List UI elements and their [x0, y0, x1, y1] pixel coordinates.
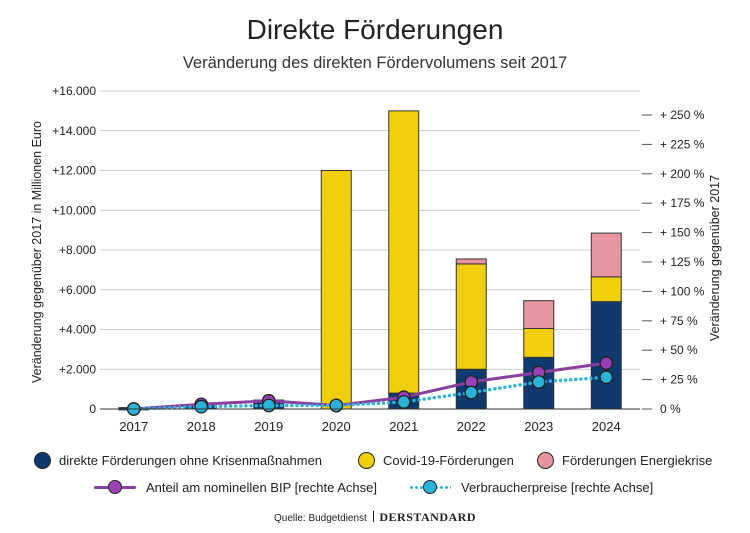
left-tick-label: +10.000: [52, 203, 96, 217]
right-axis-title: Veränderung gegenüber 2017: [708, 175, 722, 341]
right-tick-label: + 175 %: [660, 196, 705, 210]
legend-symbol-vpi: [407, 479, 453, 495]
x-tick-label: 2021: [389, 419, 418, 434]
left-tick-label: +8.000: [59, 243, 96, 257]
right-tick-label: + 25 %: [660, 373, 698, 387]
right-tick-label: + 50 %: [660, 343, 698, 357]
lines: [126, 356, 614, 416]
legend-label-energie: Förderungen Energiekrise: [562, 453, 713, 468]
vpi-point: [464, 385, 479, 400]
vpi-point: [531, 375, 546, 389]
legend-item-basis: direkte Förderungen ohne Krisenmaßnahmen: [34, 452, 322, 469]
right-axis: 0 % + 25 % + 50 % + 75 % + 100 % + 125 % + 150…: [642, 108, 705, 416]
x-tick-label: 2024: [592, 419, 621, 434]
source-note: Quelle: Budgetdienst DERSTANDARD: [0, 510, 750, 525]
bar-covid: [590, 276, 622, 303]
left-tick-label: +16.000: [52, 84, 96, 98]
x-axis: 2017 2018 2019 2020 2021 2022 2023 2024: [100, 408, 640, 434]
x-tick-label: 2022: [457, 419, 486, 434]
source-label: Quelle: Budgetdienst: [273, 513, 367, 524]
right-tick-label: + 125 %: [660, 255, 705, 269]
legend-label-vpi: Verbraucherpreise [rechte Achse]: [461, 479, 654, 495]
right-tick-label: + 250 %: [660, 108, 705, 122]
vpi-point: [261, 398, 276, 413]
x-tick-label: 2017: [119, 419, 148, 434]
legend-label-bip: Anteil am nominellen BIP [rechte Achse]: [146, 479, 377, 495]
bip-line: [133, 361, 607, 411]
legend-swatch-covid: [358, 452, 375, 469]
left-tick-label: +4.000: [59, 323, 96, 337]
right-tick-label: + 150 %: [660, 226, 705, 240]
bar-covid: [388, 110, 420, 394]
left-axis-title: Veränderung gegenüber 2017 in Millionen …: [30, 121, 44, 383]
bar-covid: [320, 170, 352, 410]
vpi-point: [329, 398, 344, 413]
chart-title: Direkte Förderungen: [246, 14, 504, 45]
left-tick-label: +14.000: [52, 124, 96, 138]
legend-item-covid: Covid-19-Förderungen: [358, 452, 514, 469]
bar-covid: [455, 263, 487, 370]
x-tick-label: 2018: [187, 419, 216, 434]
brand-logo: DERSTANDARD: [379, 510, 477, 524]
legend-swatch-energie: [537, 452, 554, 469]
bar-energie: [523, 300, 555, 330]
legend-label-basis: direkte Förderungen ohne Krisenmaßnahmen: [59, 453, 323, 468]
right-tick-label: + 200 %: [660, 167, 705, 181]
gridlines: [100, 90, 640, 370]
bars: [118, 110, 622, 411]
bar-energie: [455, 258, 487, 265]
bip-point: [599, 356, 614, 370]
legend-item-energie: Förderungen Energiekrise: [537, 452, 712, 469]
left-axis: 0 +2.000 +4.000 +6.000 +8.000 +10.000 +12.000 +…: [52, 84, 96, 416]
bar-energie: [590, 232, 622, 278]
legend-item-vpi: Verbraucherpreise [rechte Achse]: [407, 479, 653, 495]
vpi-point: [599, 370, 614, 385]
x-tick-label: 2023: [524, 419, 553, 434]
right-tick-label: + 75 %: [660, 314, 698, 328]
vpi-point: [396, 395, 411, 409]
legend-symbol-bip: [92, 479, 138, 495]
right-tick-label: + 225 %: [660, 137, 705, 151]
x-tick-label: 2019: [254, 419, 283, 434]
right-tick-label: 0 %: [660, 402, 681, 416]
x-tick-label: 2020: [322, 419, 351, 434]
left-tick-label: +12.000: [52, 164, 96, 178]
left-tick-label: 0: [89, 402, 96, 416]
chart-subtitle: Veränderung des direkten Fördervolumens …: [182, 54, 568, 72]
bar-basis: [590, 301, 622, 410]
vpi-point: [194, 399, 209, 414]
legend-label-covid: Covid-19-Förderungen: [383, 453, 514, 468]
left-tick-label: +6.000: [59, 283, 96, 297]
left-tick-label: +2.000: [59, 362, 96, 376]
legend-swatch-basis: [34, 452, 51, 469]
right-tick-label: + 100 %: [660, 284, 705, 298]
vpi-line: [132, 375, 608, 411]
chart-plot: 0 +2.000 +4.000 +6.000 +8.000 +10.000 +12.000 +…: [30, 84, 722, 434]
bar-covid: [523, 328, 555, 358]
legend-item-bip: Anteil am nominellen BIP [rechte Achse]: [92, 479, 377, 495]
